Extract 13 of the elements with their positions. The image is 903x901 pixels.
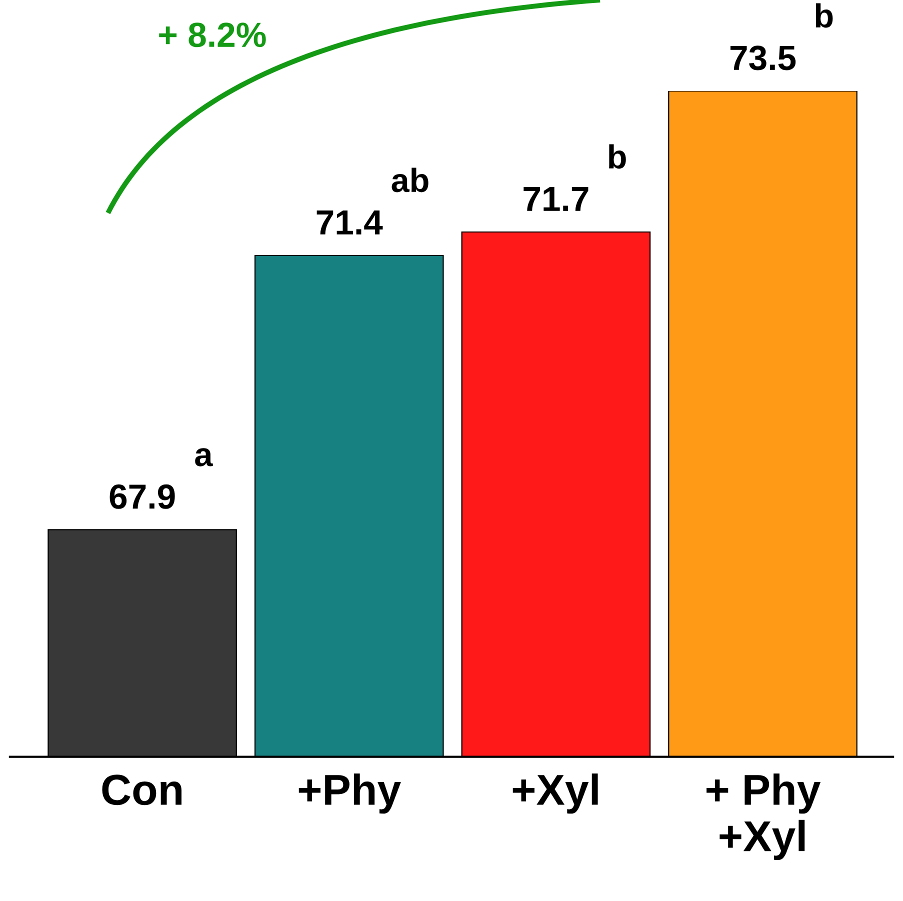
data-label: 67.9 <box>110 484 175 509</box>
annotation: ab <box>392 168 428 192</box>
x-tick-label: Con <box>102 774 182 806</box>
text: + 8.2% <box>159 22 266 48</box>
annotation: b <box>609 144 626 169</box>
data-label: 71.4 <box>316 210 383 234</box>
data-label: 71.7 <box>524 187 588 211</box>
x-tick-label: +Phy <box>298 774 401 814</box>
annotation: a <box>195 448 213 466</box>
x-tick-label: + Phy +Xyl <box>706 774 821 860</box>
x-tick-label: +Xyl <box>512 774 598 814</box>
data-label: 73.5 <box>730 46 796 70</box>
text: b <box>816 3 833 28</box>
